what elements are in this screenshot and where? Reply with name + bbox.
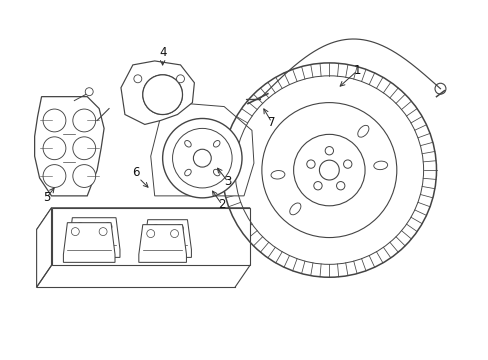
- Circle shape: [142, 75, 182, 114]
- Circle shape: [176, 75, 184, 83]
- Circle shape: [104, 223, 112, 231]
- Circle shape: [163, 118, 242, 198]
- Polygon shape: [63, 223, 115, 262]
- Polygon shape: [35, 96, 104, 196]
- Circle shape: [71, 228, 79, 235]
- Ellipse shape: [213, 169, 220, 176]
- Circle shape: [43, 137, 66, 159]
- Circle shape: [142, 75, 182, 114]
- Circle shape: [73, 109, 96, 132]
- Circle shape: [175, 225, 183, 233]
- Circle shape: [151, 225, 160, 233]
- Text: 6: 6: [132, 166, 139, 179]
- Circle shape: [76, 223, 84, 231]
- Text: 5: 5: [43, 192, 50, 204]
- Polygon shape: [37, 208, 51, 287]
- Ellipse shape: [213, 140, 220, 147]
- Polygon shape: [139, 225, 186, 262]
- Circle shape: [172, 129, 232, 188]
- Text: 3: 3: [224, 175, 231, 189]
- Text: 1: 1: [353, 64, 360, 77]
- Polygon shape: [121, 61, 194, 125]
- Circle shape: [85, 88, 93, 96]
- Circle shape: [99, 228, 107, 235]
- Circle shape: [73, 165, 96, 188]
- Circle shape: [170, 230, 178, 238]
- Circle shape: [193, 149, 211, 167]
- Polygon shape: [68, 218, 120, 257]
- Polygon shape: [150, 104, 253, 196]
- Polygon shape: [143, 220, 191, 257]
- Polygon shape: [51, 208, 249, 265]
- Circle shape: [134, 75, 142, 83]
- Text: 4: 4: [159, 46, 166, 59]
- Polygon shape: [37, 208, 249, 230]
- Circle shape: [43, 109, 66, 132]
- Ellipse shape: [184, 169, 191, 176]
- Text: 7: 7: [267, 116, 275, 129]
- Circle shape: [146, 230, 154, 238]
- Ellipse shape: [184, 140, 191, 147]
- Text: 2: 2: [218, 198, 225, 211]
- Circle shape: [43, 165, 66, 188]
- Circle shape: [73, 137, 96, 159]
